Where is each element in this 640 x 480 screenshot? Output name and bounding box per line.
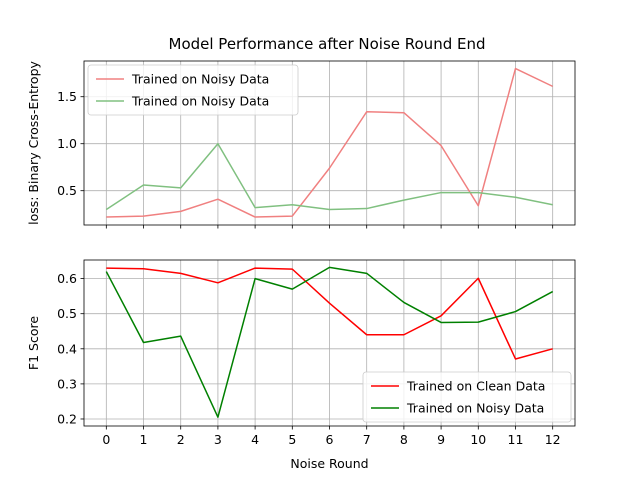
y-tick-label: 0.5 — [57, 306, 77, 321]
x-tick-label: 12 — [545, 432, 561, 447]
y-tick-label: 0.6 — [57, 271, 77, 286]
y-tick-label: 0.5 — [57, 183, 77, 198]
x-tick-label: 5 — [288, 432, 296, 447]
legend-box — [87, 64, 299, 116]
x-tick-label: 3 — [214, 432, 222, 447]
x-tick-label: 4 — [251, 432, 259, 447]
x-tick-label: 2 — [177, 432, 185, 447]
x-tick-label: 7 — [363, 432, 371, 447]
legend-label-1: Trained on Noisy Data — [406, 401, 544, 416]
series-line-1 — [105, 142, 553, 211]
y-tick-label: 0.3 — [57, 376, 77, 391]
y-tick-label: 0.2 — [57, 411, 77, 426]
y-tick-label: 0.4 — [57, 341, 77, 356]
legend-box — [362, 371, 572, 423]
x-tick-label: 1 — [140, 432, 148, 447]
x-tick-label: 11 — [508, 432, 524, 447]
legend: Trained on Noisy Data Trained on Noisy Da… — [87, 64, 299, 116]
y-axis-label: loss: Binary Cross-Entropy — [26, 60, 41, 224]
x-tick-label: 6 — [326, 432, 334, 447]
legend-label-0: Trained on Noisy Data — [131, 72, 269, 87]
chart-title: Model Performance after Noise Round End — [169, 35, 486, 53]
legend: Trained on Clean Data Trained on Noisy Da… — [362, 371, 572, 423]
series-line-1 — [105, 266, 554, 418]
series-line-0 — [106, 67, 554, 218]
y-tick-label: 1.5 — [57, 89, 77, 104]
legend-label-1: Trained on Noisy Data — [131, 94, 269, 109]
x-tick-label: 0 — [102, 432, 110, 447]
series-line-0 — [106, 267, 553, 360]
x-tick-label: 8 — [400, 432, 408, 447]
x-tick-label: 10 — [470, 432, 486, 447]
legend-label-0: Trained on Clean Data — [406, 379, 545, 394]
y-tick-label: 1.0 — [57, 136, 77, 151]
f1-chart: 0 1 2 3 4 5 6 7 8 9 10 11 120.20.30.40.50.6F1 ScoreN… — [26, 259, 576, 471]
y-axis-label: F1 Score — [26, 316, 41, 370]
x-axis-label: Noise Round — [290, 456, 368, 471]
x-tick-label: 9 — [437, 432, 445, 447]
loss-chart: 0.5 1.0 1.5 loss: Binary Cross-Entropy Train… — [26, 60, 576, 229]
